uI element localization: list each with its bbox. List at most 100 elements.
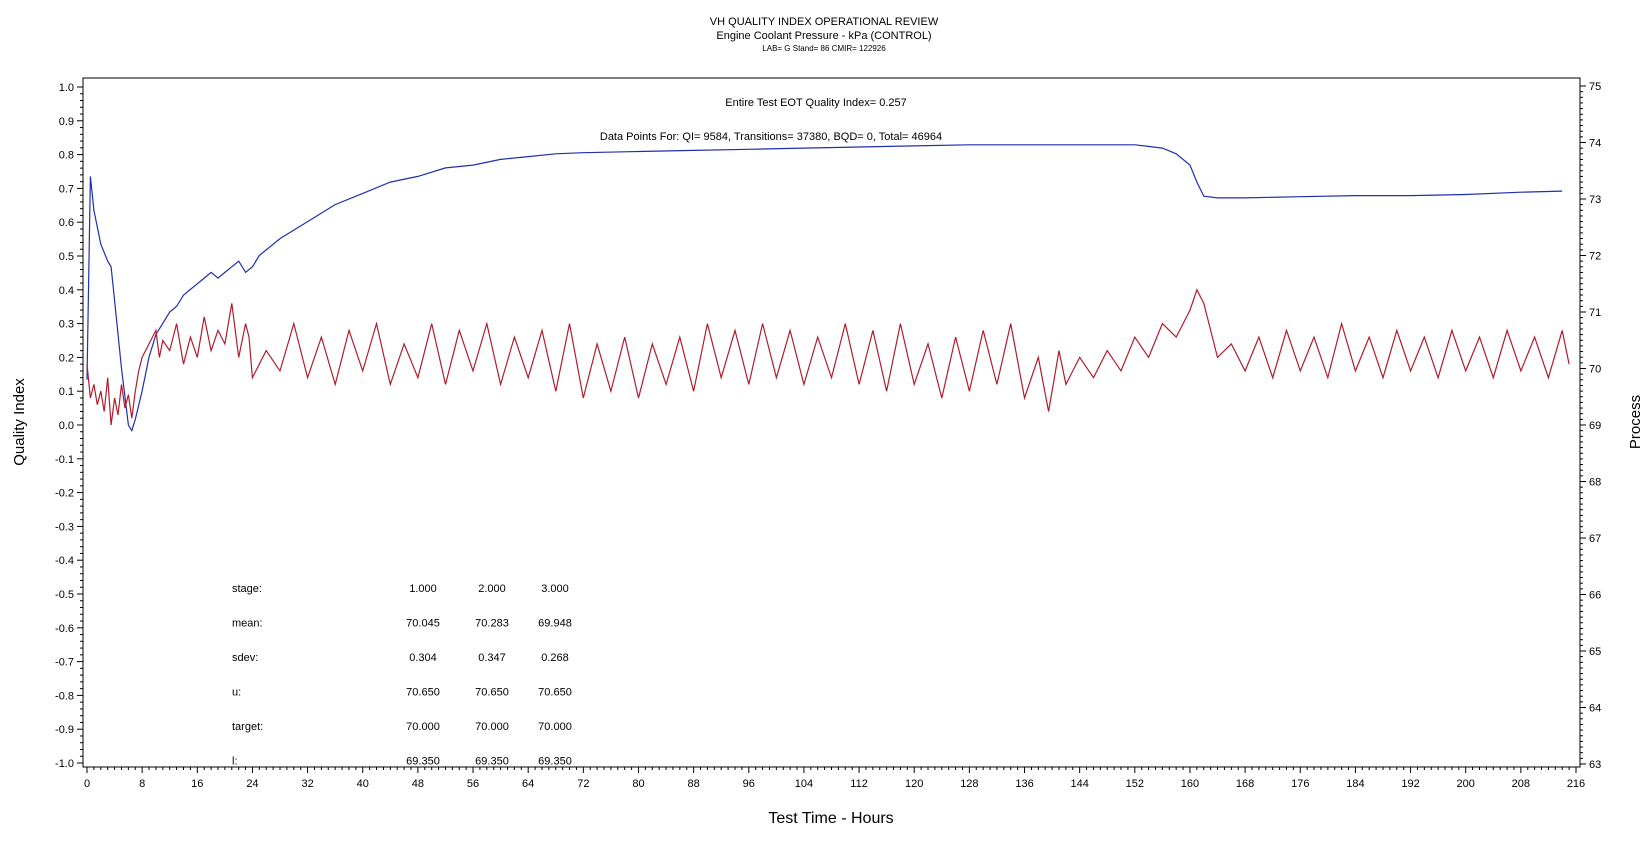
y-left-tick-label: 0.3 [59, 319, 74, 331]
stats-cell: 70.283 [475, 618, 509, 630]
y-axis-right-label: Process [1627, 395, 1644, 449]
stats-row-label: target: [232, 721, 263, 733]
y-right-tick-label: 66 [1589, 590, 1601, 602]
x-tick-label: 40 [357, 778, 369, 790]
y-right-tick-label: 67 [1589, 533, 1601, 545]
x-tick-label: 128 [960, 778, 978, 790]
y-left-tick-label: -0.5 [55, 589, 74, 601]
y-left-tick-label: -0.4 [55, 555, 74, 567]
right-axis: 75 74 73 72 71 70 69 68 67 66 65 64 63 [1580, 81, 1601, 771]
y-left-tick-label: 0.8 [59, 150, 74, 162]
x-tick-label: 112 [850, 778, 868, 790]
x-tick-label: 80 [632, 778, 644, 790]
stats-cell: 70.000 [406, 721, 440, 733]
x-axis: 0 8 16 24 32 40 48 56 64 72 80 88 96 104 112 120 128 136 1… [84, 767, 1585, 790]
x-tick-label: 168 [1236, 778, 1254, 790]
x-tick-label: 192 [1401, 778, 1419, 790]
y-left-tick-label: -0.6 [55, 623, 74, 635]
x-tick-label: 16 [191, 778, 203, 790]
y-right-tick-label: 68 [1589, 477, 1601, 489]
x-tick-label: 24 [246, 778, 258, 790]
x-tick-label: 88 [688, 778, 700, 790]
y-left-tick-label: -0.9 [55, 724, 74, 736]
y-left-tick-label: -0.7 [55, 657, 74, 669]
y-right-tick-label: 75 [1589, 81, 1601, 93]
stats-row-label: l: [232, 756, 238, 768]
stats-cell: 69.350 [406, 756, 440, 768]
y-right-tick-label: 69 [1589, 420, 1601, 432]
stats-cell: 69.948 [538, 618, 572, 630]
x-tick-label: 208 [1512, 778, 1530, 790]
stats-cell: 0.347 [478, 652, 506, 664]
y-right-tick-label: 74 [1589, 138, 1601, 150]
y-right-tick-label: 64 [1589, 703, 1601, 715]
x-tick-label: 136 [1015, 778, 1033, 790]
y-right-tick-label: 63 [1589, 759, 1601, 771]
x-tick-label: 32 [301, 778, 313, 790]
stats-cell: 70.045 [406, 618, 440, 630]
x-tick-label: 144 [1070, 778, 1088, 790]
y-left-tick-label: 0.0 [59, 420, 74, 432]
stats-cell: 70.650 [538, 687, 572, 699]
x-tick-label: 216 [1567, 778, 1585, 790]
x-tick-label: 120 [905, 778, 923, 790]
x-tick-label: 72 [577, 778, 589, 790]
stats-row-label: u: [232, 687, 241, 699]
x-tick-label: 160 [1181, 778, 1199, 790]
stats-cell: 69.350 [475, 756, 509, 768]
y-left-tick-label: -0.8 [55, 690, 74, 702]
stats-table: stage: 1.000 2.000 3.000 mean: 70.045 70.283 69… [232, 583, 572, 768]
stats-cell: 70.000 [475, 721, 509, 733]
stats-cell: 70.650 [475, 687, 509, 699]
stats-row-label: sdev: [232, 652, 258, 664]
x-tick-label: 0 [84, 778, 90, 790]
x-tick-label: 200 [1457, 778, 1475, 790]
stats-cell: 1.000 [409, 583, 437, 595]
chart-subtitle: Engine Coolant Pressure - kPa (CONTROL) [716, 30, 931, 42]
x-tick-label: 8 [139, 778, 145, 790]
x-tick-label: 48 [412, 778, 424, 790]
y-left-tick-label: 1.0 [59, 82, 74, 94]
x-tick-label: 184 [1346, 778, 1364, 790]
y-left-tick-label: 0.4 [59, 285, 74, 297]
stats-cell: 70.000 [538, 721, 572, 733]
stats-cell: 69.350 [538, 756, 572, 768]
plot-frame [82, 77, 1581, 768]
stats-row-label: stage: [232, 583, 262, 595]
left-axis: 1.0 0.9 0.8 0.7 0.6 0.5 0.4 0.3 0.2 0.1 0.0 -0.1 -0.… [55, 82, 83, 770]
y-axis-left-label: Quality Index [11, 378, 28, 466]
y-right-tick-label: 70 [1589, 364, 1601, 376]
stats-cell: 0.268 [541, 652, 569, 664]
stats-cell: 3.000 [541, 583, 569, 595]
y-right-tick-label: 65 [1589, 646, 1601, 658]
y-right-tick-label: 72 [1589, 251, 1601, 263]
process-series-line [86, 144, 1563, 433]
y-left-tick-label: 0.6 [59, 217, 74, 229]
y-left-tick-label: -0.3 [55, 521, 74, 533]
y-left-tick-label: 0.5 [59, 251, 74, 263]
y-left-tick-label: 0.1 [59, 386, 74, 398]
y-left-tick-label: -0.2 [55, 488, 74, 500]
quality-index-series-line [86, 288, 1570, 426]
stats-cell: 0.304 [409, 652, 437, 664]
x-tick-label: 104 [795, 778, 813, 790]
y-left-tick-label: 0.9 [59, 116, 74, 128]
x-tick-label: 64 [522, 778, 534, 790]
x-tick-label: 176 [1291, 778, 1309, 790]
data-points-annotation: Data Points For: QI= 9584, Transitions= … [600, 131, 942, 143]
x-tick-label: 152 [1126, 778, 1144, 790]
stats-row-label: mean: [232, 618, 263, 630]
chart-subtitle2: LAB= G Stand= 86 CMIR= 122926 [762, 44, 886, 53]
chart-title: VH QUALITY INDEX OPERATIONAL REVIEW [710, 16, 939, 28]
y-left-tick-label: -0.1 [55, 454, 74, 466]
y-left-tick-label: 0.7 [59, 183, 74, 195]
stats-cell: 70.650 [406, 687, 440, 699]
y-left-tick-label: 0.2 [59, 352, 74, 364]
stats-cell: 2.000 [478, 583, 506, 595]
y-right-tick-label: 73 [1589, 194, 1601, 206]
y-left-tick-label: -1.0 [55, 758, 74, 770]
y-right-tick-label: 71 [1589, 307, 1601, 319]
x-tick-label: 96 [743, 778, 755, 790]
